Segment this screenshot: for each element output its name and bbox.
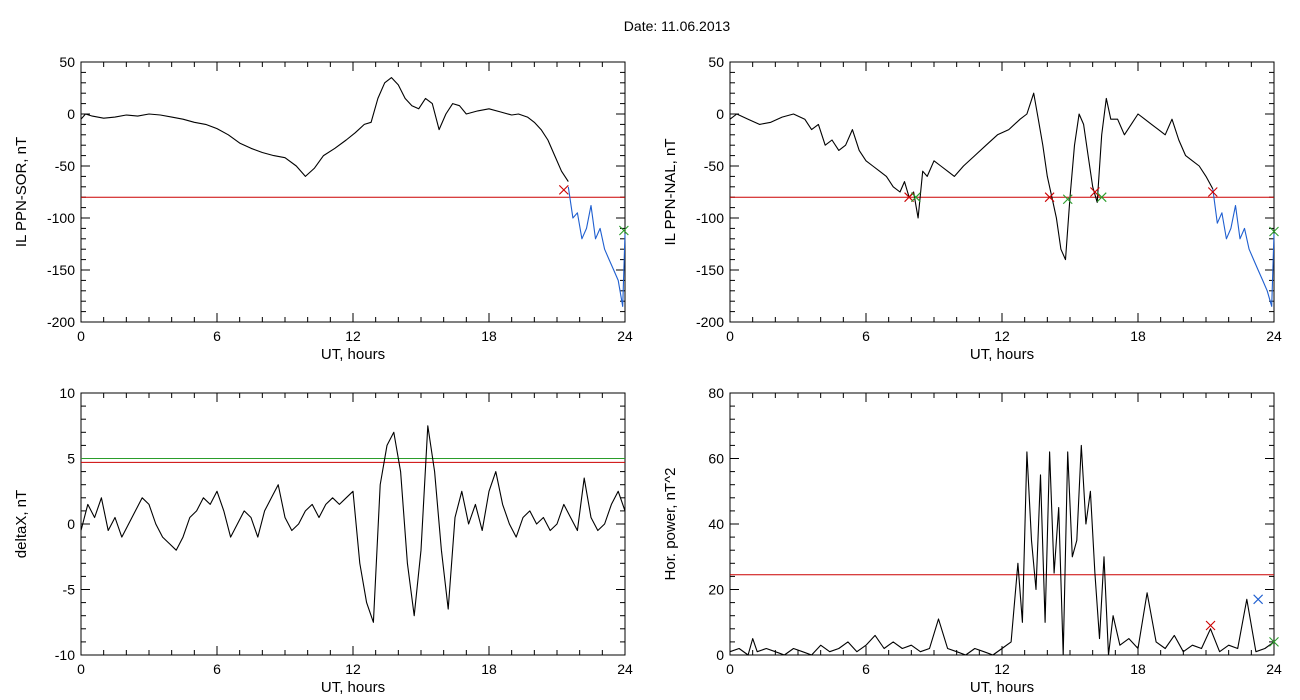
plot-frame [80,61,626,323]
series-line-0 [729,444,1275,656]
y-tick-label: -200 [696,314,724,330]
y-axis-label: IL PPN-SOR, nT [13,137,30,247]
x-tick-label: 18 [481,661,497,677]
y-tick-label: 5 [67,451,75,467]
x-tick-label: 24 [1266,328,1282,344]
cross-marker [1269,226,1279,237]
y-axis-label: Hor. power, nT^2 [662,468,679,581]
x-tick-label: 18 [1130,328,1146,344]
plot-frame [729,392,1275,656]
y-tick-label: 50 [708,54,724,70]
y-tick-label: 20 [708,582,724,598]
y-tick-label: 0 [716,106,724,122]
y-tick-label: -100 [47,210,75,226]
plot-frame [729,61,1275,323]
x-axis-label: UT, hours [970,679,1034,696]
x-tick-label: 0 [77,328,85,344]
chart-panel-il-ppn-sor: 0 6 12 18 24 -200 -150 -100 -50 0 50 UT, hours IL PP… [13,54,633,363]
chart-panel-deltax: 0 6 12 18 24 -10 -5 0 5 10 UT, hours deltaX, nT [13,385,633,696]
cross-marker [1090,187,1100,197]
series-line-0 [80,77,569,182]
x-tick-label: 18 [1130,661,1146,677]
y-tick-label: -10 [55,647,75,663]
x-tick-label: 12 [345,661,361,677]
y-tick-label: -5 [63,582,76,598]
x-tick-label: 12 [994,661,1010,677]
y-tick-label: 40 [708,516,724,532]
y-tick-label: -150 [47,262,75,278]
cross-marker [1205,620,1216,631]
y-tick-label: -200 [47,314,75,330]
y-tick-label: 60 [708,451,724,467]
x-tick-label: 12 [345,328,361,344]
chart-panel-il-ppn-nal: 0 6 12 18 24 -200 -150 -100 -50 0 50 UT, hours IL PP… [662,54,1282,363]
x-tick-label: 24 [617,661,633,677]
x-tick-label: 6 [862,661,870,677]
y-tick-label: 0 [67,516,75,532]
y-tick-label: 50 [59,54,75,70]
cross-marker [1096,192,1107,203]
y-axis-label: IL PPN-NAL, nT [662,139,679,246]
series-line-1 [567,186,626,307]
x-tick-label: 6 [213,661,221,677]
cross-marker [1207,187,1218,197]
y-tick-label: 0 [67,106,75,122]
cross-marker [1062,194,1073,205]
y-tick-label: 0 [716,647,724,663]
y-tick-label: -50 [55,158,75,174]
plot-frame [80,392,626,656]
x-tick-label: 6 [213,328,221,344]
x-axis-label: UT, hours [321,679,385,696]
cross-marker [910,192,921,203]
series-line-0 [729,92,1214,261]
chart-panel-hor-power: 0 6 12 18 24 0 20 40 60 80 UT, hours Hor. power, nT… [662,385,1282,696]
x-tick-label: 0 [726,661,734,677]
x-tick-label: 24 [617,328,633,344]
y-axis-label: deltaX, nT [13,490,30,558]
cross-marker [1253,594,1264,605]
cross-marker [1269,637,1279,647]
y-tick-label: 80 [708,385,724,401]
y-tick-label: -50 [704,158,724,174]
page-title: Date: 11.06.2013 [623,18,731,34]
cross-marker [618,225,629,236]
x-tick-label: 0 [77,661,85,677]
cross-marker [904,192,914,203]
y-tick-label: -150 [696,262,724,278]
x-axis-label: UT, hours [321,346,385,363]
x-tick-label: 0 [726,328,734,344]
x-tick-label: 6 [862,328,870,344]
x-axis-label: UT, hours [970,346,1034,363]
series-line-1 [1212,188,1275,307]
x-tick-label: 24 [1266,661,1282,677]
y-tick-label: -100 [696,210,724,226]
series-line-0 [80,425,626,623]
cross-marker [558,185,569,195]
y-tick-label: 10 [59,385,75,401]
cross-marker [1044,192,1055,203]
x-tick-label: 12 [994,328,1010,344]
x-tick-label: 18 [481,328,497,344]
